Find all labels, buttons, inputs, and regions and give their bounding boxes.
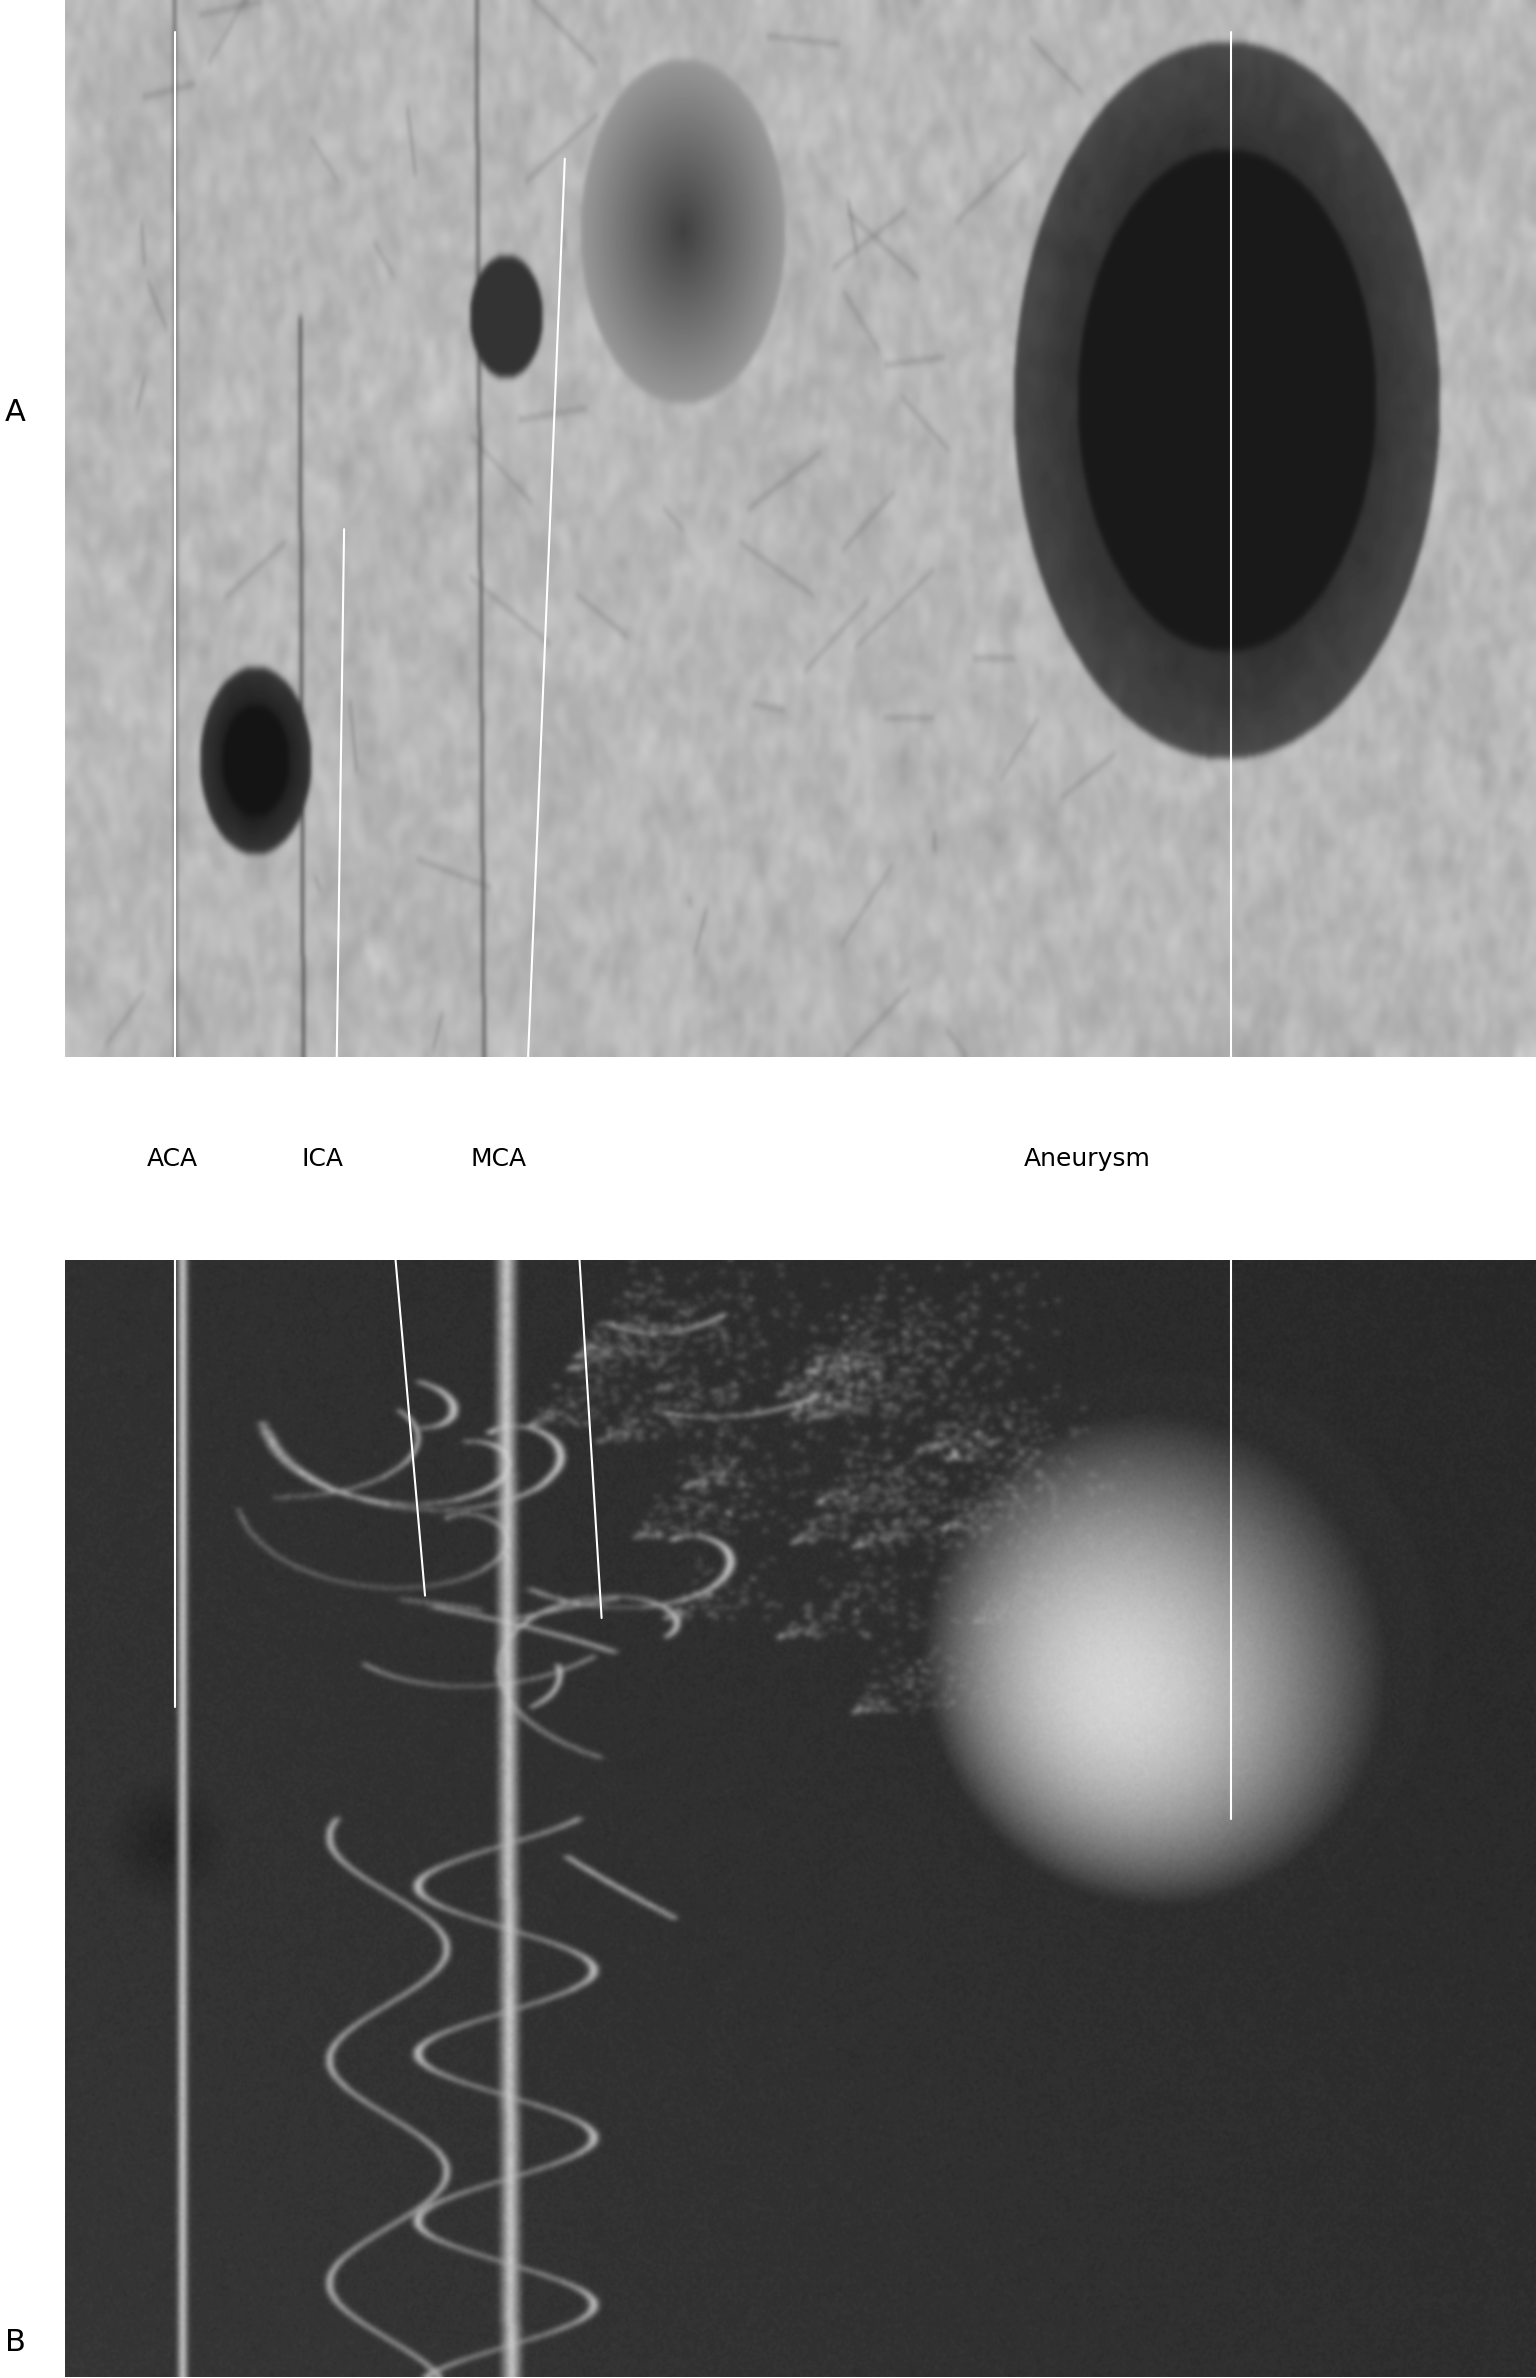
Text: MCA: MCA bbox=[470, 1146, 527, 1172]
Text: Aneurysm: Aneurysm bbox=[1025, 1146, 1150, 1172]
Text: ICA: ICA bbox=[301, 1146, 343, 1172]
Text: A: A bbox=[5, 397, 26, 428]
Text: ACA: ACA bbox=[146, 1146, 198, 1172]
Text: B: B bbox=[5, 2328, 26, 2357]
